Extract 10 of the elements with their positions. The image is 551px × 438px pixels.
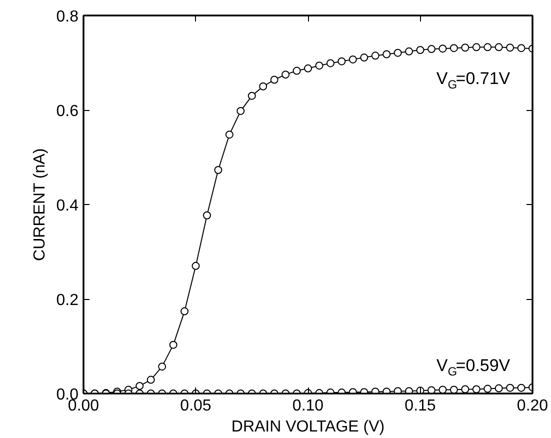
y-tick-label: 0.6	[56, 103, 79, 120]
y-axis-title: CURRENT (nA)	[31, 148, 48, 261]
y-tick-label: 0.8	[56, 8, 79, 26]
y-tick-label: 0.2	[56, 292, 79, 309]
x-axis-title: DRAIN VOLTAGE (V)	[231, 418, 385, 436]
y-tick-label: 0.4	[56, 198, 79, 214]
x-tick-label: 0.20	[516, 398, 548, 414]
x-tick-label: 0.15	[404, 398, 436, 414]
x-tick-label: 0.05	[180, 398, 212, 414]
x-tick-label: 0.10	[292, 398, 324, 414]
